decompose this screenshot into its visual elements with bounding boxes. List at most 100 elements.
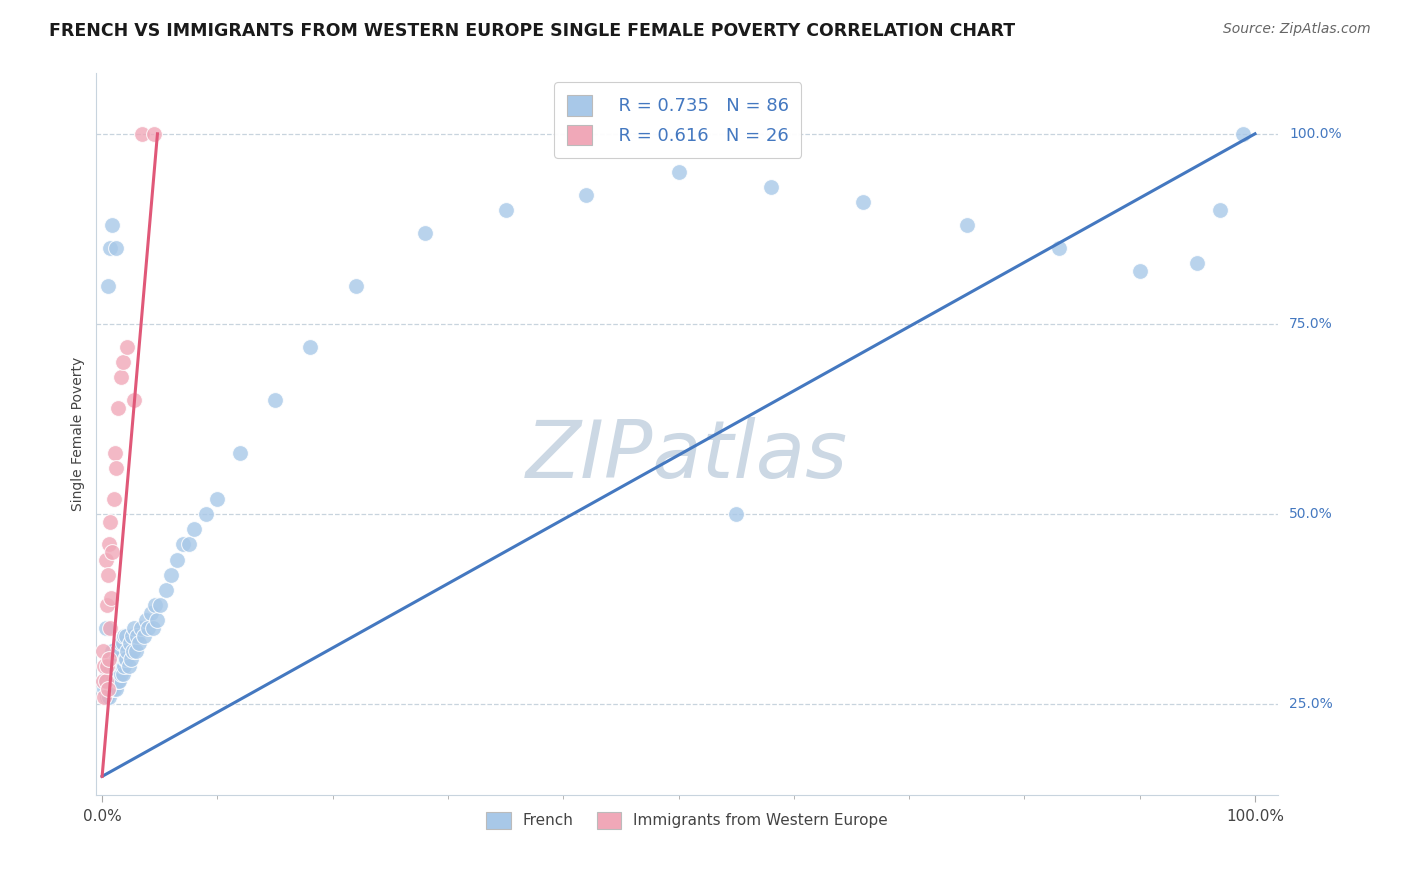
Point <box>98 241 121 255</box>
Point <box>96 666 118 681</box>
Point <box>149 599 172 613</box>
Point <box>96 599 118 613</box>
Point <box>98 651 121 665</box>
Point <box>139 606 162 620</box>
Point <box>97 279 120 293</box>
Point <box>104 446 127 460</box>
Point <box>135 614 157 628</box>
Point <box>112 629 135 643</box>
Point <box>131 621 153 635</box>
Point <box>100 651 122 665</box>
Point <box>264 392 287 407</box>
Point <box>105 644 128 658</box>
Point <box>98 659 121 673</box>
Point <box>96 690 118 704</box>
Point <box>143 599 166 613</box>
Point <box>575 187 598 202</box>
Point <box>172 537 194 551</box>
Point <box>183 522 205 536</box>
Point <box>194 507 217 521</box>
Point <box>725 507 748 521</box>
Point <box>97 681 120 696</box>
Point <box>97 681 120 696</box>
Point <box>229 446 252 460</box>
Point <box>98 651 121 665</box>
Point <box>142 621 165 635</box>
Point <box>98 621 121 635</box>
Point <box>344 279 367 293</box>
Point <box>759 180 782 194</box>
Point <box>101 218 124 232</box>
Point <box>94 674 117 689</box>
Point <box>111 636 134 650</box>
Point <box>120 651 142 665</box>
Point <box>111 659 134 673</box>
Point <box>104 651 127 665</box>
Point <box>100 681 122 696</box>
Point <box>111 355 134 369</box>
Point <box>107 674 129 689</box>
Point <box>166 552 188 566</box>
Point <box>97 567 120 582</box>
Point <box>121 629 143 643</box>
Point <box>668 165 690 179</box>
Point <box>143 127 166 141</box>
Point <box>1209 202 1232 217</box>
Point <box>132 629 155 643</box>
Point <box>115 629 138 643</box>
Point <box>117 659 139 673</box>
Point <box>104 681 127 696</box>
Point <box>100 591 122 605</box>
Point <box>94 621 117 635</box>
Legend: French, Immigrants from Western Europe: French, Immigrants from Western Europe <box>481 805 894 835</box>
Point <box>91 644 114 658</box>
Point <box>956 218 979 232</box>
Point <box>93 681 115 696</box>
Point <box>98 681 121 696</box>
Text: ZIPatlas: ZIPatlas <box>526 417 848 495</box>
Point <box>298 340 321 354</box>
Point <box>124 392 146 407</box>
Text: Source: ZipAtlas.com: Source: ZipAtlas.com <box>1223 22 1371 37</box>
Point <box>155 583 177 598</box>
Y-axis label: Single Female Poverty: Single Female Poverty <box>72 357 86 511</box>
Point <box>104 241 127 255</box>
Point <box>1047 241 1070 255</box>
Point <box>98 515 121 529</box>
Point <box>103 681 125 696</box>
Text: 75.0%: 75.0% <box>1289 317 1333 331</box>
Text: 100.0%: 100.0% <box>1289 127 1341 141</box>
Point <box>94 659 117 673</box>
Point <box>1187 256 1209 270</box>
Point <box>136 621 159 635</box>
Point <box>852 195 875 210</box>
Point <box>91 674 114 689</box>
Point <box>97 659 120 673</box>
Point <box>101 674 124 689</box>
Point <box>107 401 129 415</box>
Point <box>124 644 146 658</box>
Point <box>103 659 125 673</box>
Point <box>98 537 121 551</box>
Point <box>103 491 125 506</box>
Point <box>1232 127 1254 141</box>
Point <box>115 651 138 665</box>
Point <box>98 690 121 704</box>
Point <box>146 614 169 628</box>
Point <box>110 370 132 384</box>
Point <box>110 636 132 650</box>
Point <box>105 666 128 681</box>
Point <box>125 629 148 643</box>
Point <box>108 674 131 689</box>
Point <box>124 621 146 635</box>
Point <box>1129 263 1152 277</box>
Point <box>101 545 124 559</box>
Point <box>101 644 124 658</box>
Point <box>110 666 132 681</box>
Point <box>413 226 436 240</box>
Point <box>104 674 127 689</box>
Point <box>94 552 117 566</box>
Text: FRENCH VS IMMIGRANTS FROM WESTERN EUROPE SINGLE FEMALE POVERTY CORRELATION CHART: FRENCH VS IMMIGRANTS FROM WESTERN EUROPE… <box>49 22 1015 40</box>
Point <box>131 127 153 141</box>
Point <box>94 674 117 689</box>
